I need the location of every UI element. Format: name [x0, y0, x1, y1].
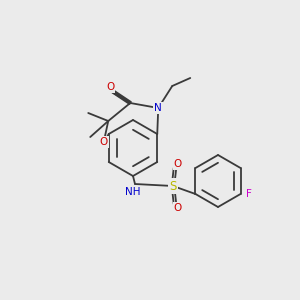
Text: S: S [169, 179, 177, 193]
Text: O: O [174, 203, 182, 213]
Text: NH: NH [125, 187, 141, 197]
Text: N: N [154, 103, 162, 113]
Text: O: O [106, 82, 114, 92]
Text: O: O [100, 137, 108, 147]
Text: F: F [246, 189, 251, 199]
Text: O: O [174, 159, 182, 169]
